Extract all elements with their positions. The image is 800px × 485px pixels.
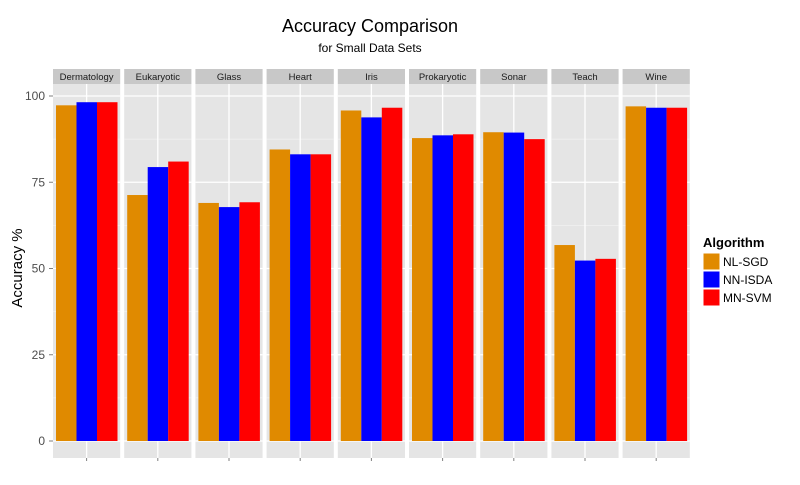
facet-strip [195,69,263,84]
facet-strip [266,69,334,84]
facet-label: Sonar [501,72,526,83]
bar [666,107,688,441]
y-tick-label: 100 [25,89,45,103]
bar [218,207,240,441]
facet-strip [480,69,548,84]
legend-label: NN-ISDA [723,273,772,287]
facet-panel: Heart [266,69,334,461]
facet-label: Wine [645,72,667,83]
facet-label: Glass [217,72,242,83]
chart-subtitle: for Small Data Sets [318,41,421,55]
chart-title: Accuracy Comparison [282,16,458,36]
bar [97,102,118,442]
bar [524,139,545,441]
bar [483,132,504,441]
y-axis-ticks: 0 25 50 75 100 [25,89,53,448]
y-tick-label: 0 [38,434,45,448]
legend-swatch [702,270,721,289]
facet-label: Teach [572,72,597,83]
bar [340,110,362,442]
facet-strip [622,69,690,84]
facet-panel: Sonar [480,69,548,461]
bar [646,107,667,441]
legend-label: MN-SVM [723,291,772,305]
legend-title: Algorithm [703,235,764,250]
facet-label: Dermatology [60,72,114,83]
bar [168,161,189,442]
legend: Algorithm NL-SGD NN-ISDA MN-SVM [702,235,772,307]
bar [554,245,575,441]
facet-panel: Glass [195,69,263,461]
facet-panel: Teach [551,69,619,461]
bar [198,202,219,441]
y-tick-label: 25 [32,348,46,362]
facet-strip [337,69,405,84]
bar [269,149,291,441]
facet-panel: Iris [337,69,405,461]
y-axis-label: Accuracy % [9,228,26,307]
bar [127,195,148,441]
bar [503,132,525,441]
facet-panel: Wine [622,69,690,461]
facet-panel: Eukaryotic [124,69,192,461]
bar [239,202,260,441]
facet-label: Heart [289,72,313,83]
facet-label: Eukaryotic [136,72,181,83]
facet-strip [124,69,192,84]
facet-strip [53,69,121,84]
bar [76,102,97,442]
legend-swatch [702,288,721,307]
bar [595,258,616,441]
facet-panels: Dermatology Eukaryotic Glass Heart Iris Proka… [53,69,690,461]
legend-swatch [702,252,721,271]
facet-strip [409,69,477,84]
bar [412,138,433,441]
bar [361,117,382,441]
facet-strip [551,69,619,84]
bar [56,105,77,441]
facet-panel: Prokaryotic [409,69,477,461]
legend-label: NL-SGD [723,255,769,269]
bar [381,107,403,441]
bar [574,260,596,441]
bar [147,167,169,441]
facet-label: Prokaryotic [419,72,467,83]
bar [290,154,311,441]
bar [453,134,474,442]
bar [432,135,453,441]
y-tick-label: 75 [32,175,46,189]
facet-label: Iris [365,72,378,83]
bar [310,154,332,441]
bar [625,106,647,441]
facet-panel: Dermatology [53,69,121,461]
y-tick-label: 50 [32,262,46,276]
